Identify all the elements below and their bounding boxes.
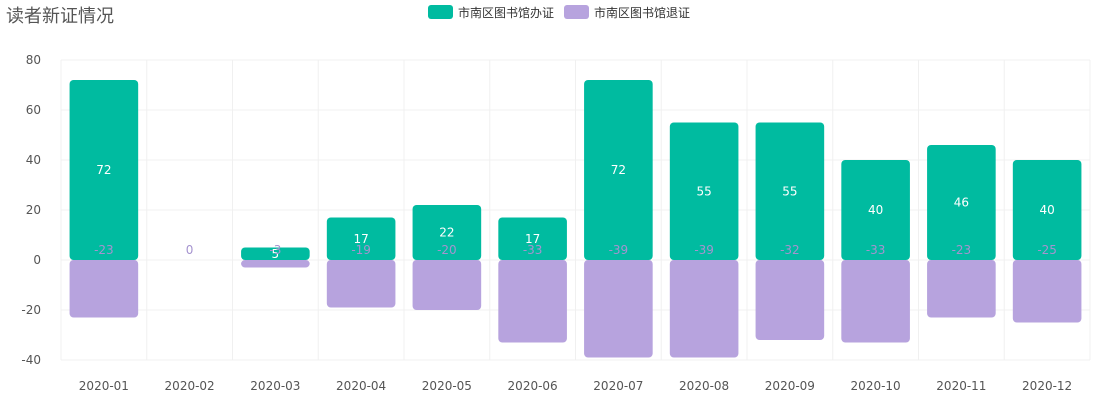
bar-issue	[412, 205, 482, 260]
x-tick-label: 2020-09	[765, 379, 815, 393]
bar-return	[69, 260, 139, 318]
y-tick-label: -40	[21, 353, 41, 367]
data-label-issue: 55	[782, 184, 797, 198]
data-label-return: -20	[437, 243, 457, 257]
bar-return	[927, 260, 996, 318]
bar-issue	[927, 145, 996, 260]
bar-issue	[1012, 160, 1082, 260]
bar-issue	[241, 247, 310, 260]
data-label-issue: 22	[439, 226, 454, 240]
bar-issue	[669, 122, 739, 260]
data-label-issue: 17	[353, 232, 368, 246]
bar-return	[498, 260, 567, 343]
legend-item-return[interactable]: 市南区图书馆退证	[564, 4, 690, 21]
y-tick-label: 80	[26, 53, 41, 67]
data-label-return: -32	[780, 243, 800, 257]
x-tick-label: 2020-12	[1022, 379, 1072, 393]
data-label-return: 0	[186, 243, 194, 257]
data-label-return: -39	[694, 243, 714, 257]
data-label-return: -19	[351, 243, 371, 257]
x-tick-label: 2020-08	[679, 379, 729, 393]
bar-issue	[69, 80, 139, 260]
bar-issue	[498, 217, 567, 260]
data-label-issue: 55	[696, 184, 711, 198]
bar-issue	[755, 122, 825, 260]
data-label-return: -23	[952, 243, 972, 257]
bar-return	[841, 260, 910, 343]
x-tick-label: 2020-10	[851, 379, 901, 393]
data-label-return: -23	[94, 243, 114, 257]
data-label-issue: 5	[272, 247, 280, 261]
y-tick-label: 0	[33, 253, 41, 267]
data-label-issue: 40	[1039, 203, 1054, 217]
bar-return	[669, 260, 739, 358]
legend-item-issue[interactable]: 市南区图书馆办证	[428, 4, 554, 21]
bar-issue	[326, 217, 396, 260]
bar-return	[326, 260, 396, 308]
y-tick-label: 60	[26, 103, 41, 117]
data-label-return: -39	[609, 243, 629, 257]
data-label-return: -33	[866, 243, 886, 257]
bar-return	[241, 260, 310, 268]
bar-return	[584, 260, 653, 358]
data-label-issue: 17	[525, 232, 540, 246]
data-label-issue: 72	[96, 163, 111, 177]
bar-return	[412, 260, 482, 310]
x-tick-label: 2020-01	[79, 379, 129, 393]
x-tick-label: 2020-04	[336, 379, 386, 393]
data-label-issue: 72	[611, 163, 626, 177]
y-tick-label: 40	[26, 153, 41, 167]
x-tick-label: 2020-11	[936, 379, 986, 393]
bar-return	[755, 260, 825, 340]
legend-label-return: 市南区图书馆退证	[594, 5, 691, 20]
data-label-return: -3	[269, 243, 281, 257]
y-tick-label: -20	[21, 303, 41, 317]
data-label-issue: 40	[868, 203, 883, 217]
y-tick-label: 20	[26, 203, 41, 217]
data-label-return: -33	[523, 243, 543, 257]
bar-return	[1012, 260, 1082, 323]
legend: 市南区图书馆办证 市南区图书馆退证	[428, 4, 700, 20]
chart-title: 读者新证情况	[6, 6, 114, 27]
x-tick-label: 2020-07	[593, 379, 643, 393]
legend-swatch-issue	[428, 5, 453, 19]
bar-issue	[584, 80, 653, 260]
data-label-issue: 46	[954, 196, 969, 210]
x-tick-label: 2020-02	[165, 379, 215, 393]
legend-label-issue: 市南区图书馆办证	[458, 5, 555, 20]
x-tick-label: 2020-03	[250, 379, 300, 393]
bar-issue	[841, 160, 910, 260]
legend-swatch-return	[564, 5, 590, 19]
data-label-return: -25	[1037, 243, 1057, 257]
x-tick-label: 2020-06	[508, 379, 558, 393]
x-tick-label: 2020-05	[422, 379, 472, 393]
